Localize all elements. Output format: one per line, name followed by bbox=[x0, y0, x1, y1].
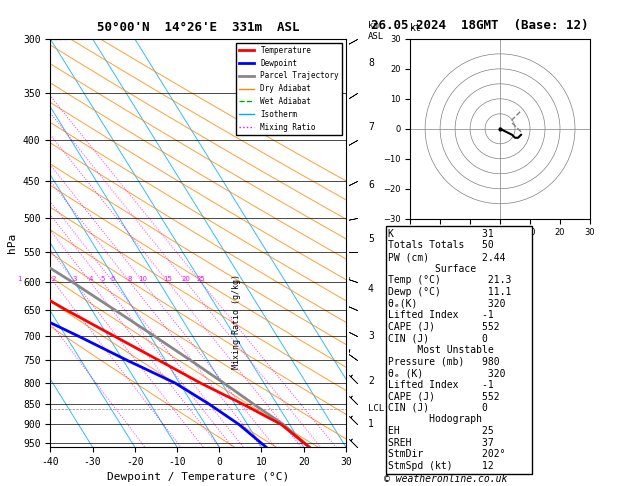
Text: 8: 8 bbox=[128, 276, 132, 282]
Text: 4: 4 bbox=[368, 284, 374, 294]
Text: 3: 3 bbox=[368, 331, 374, 341]
Text: 3: 3 bbox=[72, 276, 77, 282]
Title: 50°00'N  14°26'E  331m  ASL: 50°00'N 14°26'E 331m ASL bbox=[97, 20, 299, 34]
Text: 7: 7 bbox=[368, 122, 374, 132]
Text: 6: 6 bbox=[111, 276, 115, 282]
Text: 2: 2 bbox=[52, 276, 56, 282]
Y-axis label: hPa: hPa bbox=[8, 233, 18, 253]
Text: km
ASL: km ASL bbox=[368, 21, 384, 41]
Text: 6: 6 bbox=[368, 180, 374, 190]
Text: 10: 10 bbox=[138, 276, 148, 282]
Legend: Temperature, Dewpoint, Parcel Trajectory, Dry Adiabat, Wet Adiabat, Isotherm, Mi: Temperature, Dewpoint, Parcel Trajectory… bbox=[236, 43, 342, 135]
Text: 1: 1 bbox=[17, 276, 22, 282]
Text: 1: 1 bbox=[368, 419, 374, 429]
Text: 26.05.2024  18GMT  (Base: 12): 26.05.2024 18GMT (Base: 12) bbox=[371, 19, 589, 33]
Text: 5: 5 bbox=[368, 234, 374, 243]
Text: 15: 15 bbox=[164, 276, 172, 282]
Text: © weatheronline.co.uk: © weatheronline.co.uk bbox=[384, 473, 507, 484]
Text: kt: kt bbox=[410, 22, 422, 33]
Text: 5: 5 bbox=[101, 276, 105, 282]
Text: 25: 25 bbox=[196, 276, 205, 282]
Text: K               31
Totals Totals   50
PW (cm)         2.44
        Surface      : K 31 Totals Totals 50 PW (cm) 2.44 Surfa… bbox=[389, 229, 530, 471]
Text: Mixing Ratio (g/kg): Mixing Ratio (g/kg) bbox=[232, 275, 242, 369]
Text: 4: 4 bbox=[88, 276, 92, 282]
Text: LCL: LCL bbox=[368, 404, 384, 413]
Text: 8: 8 bbox=[368, 58, 374, 68]
X-axis label: Dewpoint / Temperature (°C): Dewpoint / Temperature (°C) bbox=[107, 472, 289, 483]
Text: 2: 2 bbox=[368, 376, 374, 386]
Text: 20: 20 bbox=[182, 276, 191, 282]
